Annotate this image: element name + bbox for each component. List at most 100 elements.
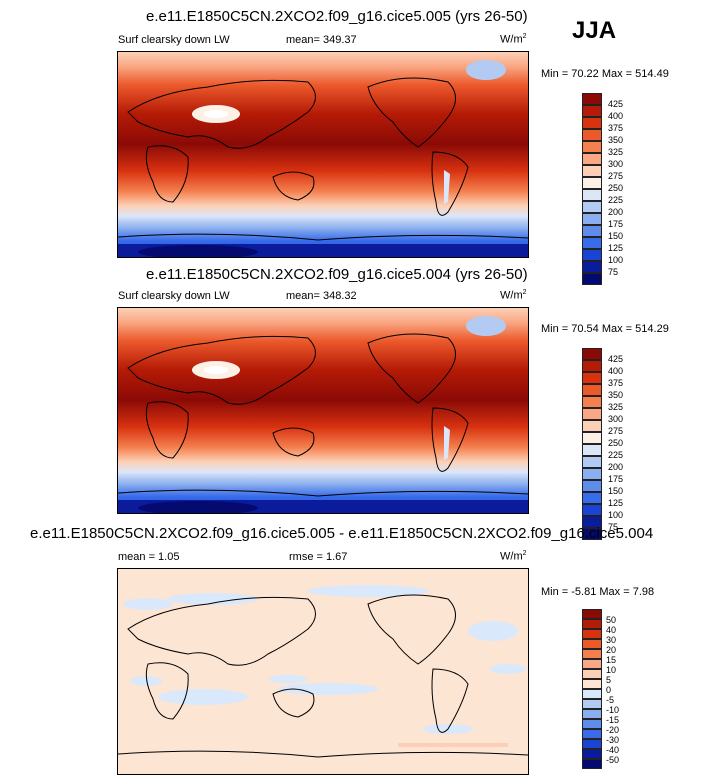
colorbar-swatch — [582, 93, 602, 105]
panel3-rmse: rmse = 1.67 — [289, 551, 348, 563]
cbar1-label: 100 — [608, 255, 624, 265]
colorbar-swatch — [582, 649, 602, 659]
colorbar-swatch — [582, 739, 602, 749]
colorbar-swatch — [582, 719, 602, 729]
cbar2-label: 375 — [608, 378, 624, 388]
colorbar-swatch — [582, 273, 602, 285]
panel3-colorbar — [582, 609, 602, 769]
colorbar-swatch — [582, 492, 602, 504]
colorbar-swatch — [582, 177, 602, 189]
season-label: JJA — [572, 17, 617, 44]
colorbar-swatch — [582, 237, 602, 249]
panel2-variable: Surf clearsky down LW — [118, 290, 230, 302]
colorbar-swatch — [582, 408, 602, 420]
cbar2-label: 225 — [608, 450, 624, 460]
panel3-field — [118, 569, 528, 774]
colorbar-swatch — [582, 444, 602, 456]
panel3-title: e.e11.E1850C5CN.2XCO2.f09_g16.cice5.005 … — [30, 525, 654, 542]
cbar3-label: 30 — [606, 635, 617, 645]
cbar1-label: 325 — [608, 147, 624, 157]
cbar2-label: 275 — [608, 426, 624, 436]
cbar1-label: 75 — [608, 267, 619, 277]
panel3-map — [117, 568, 529, 775]
cbar3-label: -15 — [606, 715, 620, 725]
cbar2-label: 250 — [608, 438, 624, 448]
cbar1-label: 375 — [608, 123, 624, 133]
colorbar-swatch — [582, 261, 602, 273]
colorbar-swatch — [582, 201, 602, 213]
colorbar-swatch — [582, 105, 602, 117]
colorbar-swatch — [582, 639, 602, 649]
panel2-colorbar — [582, 348, 602, 540]
colorbar-swatch — [582, 516, 602, 528]
colorbar-swatch — [582, 117, 602, 129]
panel1-minmax: Min = 70.22 Max = 514.49 — [541, 68, 669, 80]
colorbar-swatch — [582, 225, 602, 237]
cbar3-label: 5 — [606, 675, 612, 685]
panel3-minmax: Min = -5.81 Max = 7.98 — [541, 586, 655, 598]
colorbar-swatch — [582, 749, 602, 759]
cbar1-label: 125 — [608, 243, 624, 253]
colorbar-swatch — [582, 480, 602, 492]
cbar2-label: 300 — [608, 414, 624, 424]
colorbar-swatch — [582, 609, 602, 619]
cbar3-label: -40 — [606, 745, 620, 755]
panel2-mean: mean= 348.32 — [286, 290, 357, 302]
colorbar-swatch — [582, 504, 602, 516]
cbar2-label: 200 — [608, 462, 624, 472]
panel1-map — [117, 51, 529, 258]
cbar2-label: 100 — [608, 510, 624, 520]
cbar1-label: 400 — [608, 111, 624, 121]
colorbar-swatch — [582, 456, 602, 468]
colorbar-swatch — [582, 249, 602, 261]
cbar3-label: 50 — [606, 615, 617, 625]
cbar3-label: 0 — [606, 685, 612, 695]
colorbar-swatch — [582, 153, 602, 165]
colorbar-swatch — [582, 396, 602, 408]
cbar3-label: -20 — [606, 725, 620, 735]
panel3-mean: mean = 1.05 — [118, 551, 180, 563]
colorbar-swatch — [582, 165, 602, 177]
cbar3-label: -10 — [606, 705, 620, 715]
cbar2-label: 425 — [608, 354, 624, 364]
cbar1-label: 350 — [608, 135, 624, 145]
cbar2-label: 175 — [608, 474, 624, 484]
colorbar-swatch — [582, 679, 602, 689]
colorbar-swatch — [582, 709, 602, 719]
panel1-field — [118, 52, 528, 257]
colorbar-swatch — [582, 468, 602, 480]
colorbar-swatch — [582, 360, 602, 372]
panel1-mean: mean= 349.37 — [286, 34, 357, 46]
panel1-units: W/m2 — [500, 33, 527, 46]
cbar3-label: -30 — [606, 735, 620, 745]
colorbar-swatch — [582, 619, 602, 629]
colorbar-swatch — [582, 189, 602, 201]
panel1-colorbar — [582, 93, 602, 285]
cbar1-label: 225 — [608, 195, 624, 205]
panel2-title: e.e11.E1850C5CN.2XCO2.f09_g16.cice5.004 … — [146, 266, 528, 283]
panel1-title: e.e11.E1850C5CN.2XCO2.f09_g16.cice5.005 … — [146, 8, 528, 25]
cbar1-label: 200 — [608, 207, 624, 217]
cbar3-label: 40 — [606, 625, 617, 635]
colorbar-swatch — [582, 129, 602, 141]
colorbar-swatch — [582, 432, 602, 444]
cbar2-label: 125 — [608, 498, 624, 508]
cbar1-label: 175 — [608, 219, 624, 229]
colorbar-swatch — [582, 348, 602, 360]
colorbar-swatch — [582, 699, 602, 709]
cbar1-label: 425 — [608, 99, 624, 109]
panel2-map — [117, 307, 529, 514]
cbar1-label: 250 — [608, 183, 624, 193]
panel2-minmax: Min = 70.54 Max = 514.29 — [541, 323, 669, 335]
cbar3-label: 20 — [606, 645, 617, 655]
colorbar-swatch — [582, 528, 602, 540]
colorbar-swatch — [582, 420, 602, 432]
colorbar-swatch — [582, 213, 602, 225]
cbar3-label: 10 — [606, 665, 617, 675]
cbar2-label: 325 — [608, 402, 624, 412]
cbar3-label: -50 — [606, 755, 620, 765]
panel2-units: W/m2 — [500, 289, 527, 302]
colorbar-swatch — [582, 689, 602, 699]
cbar1-label: 275 — [608, 171, 624, 181]
colorbar-swatch — [582, 669, 602, 679]
